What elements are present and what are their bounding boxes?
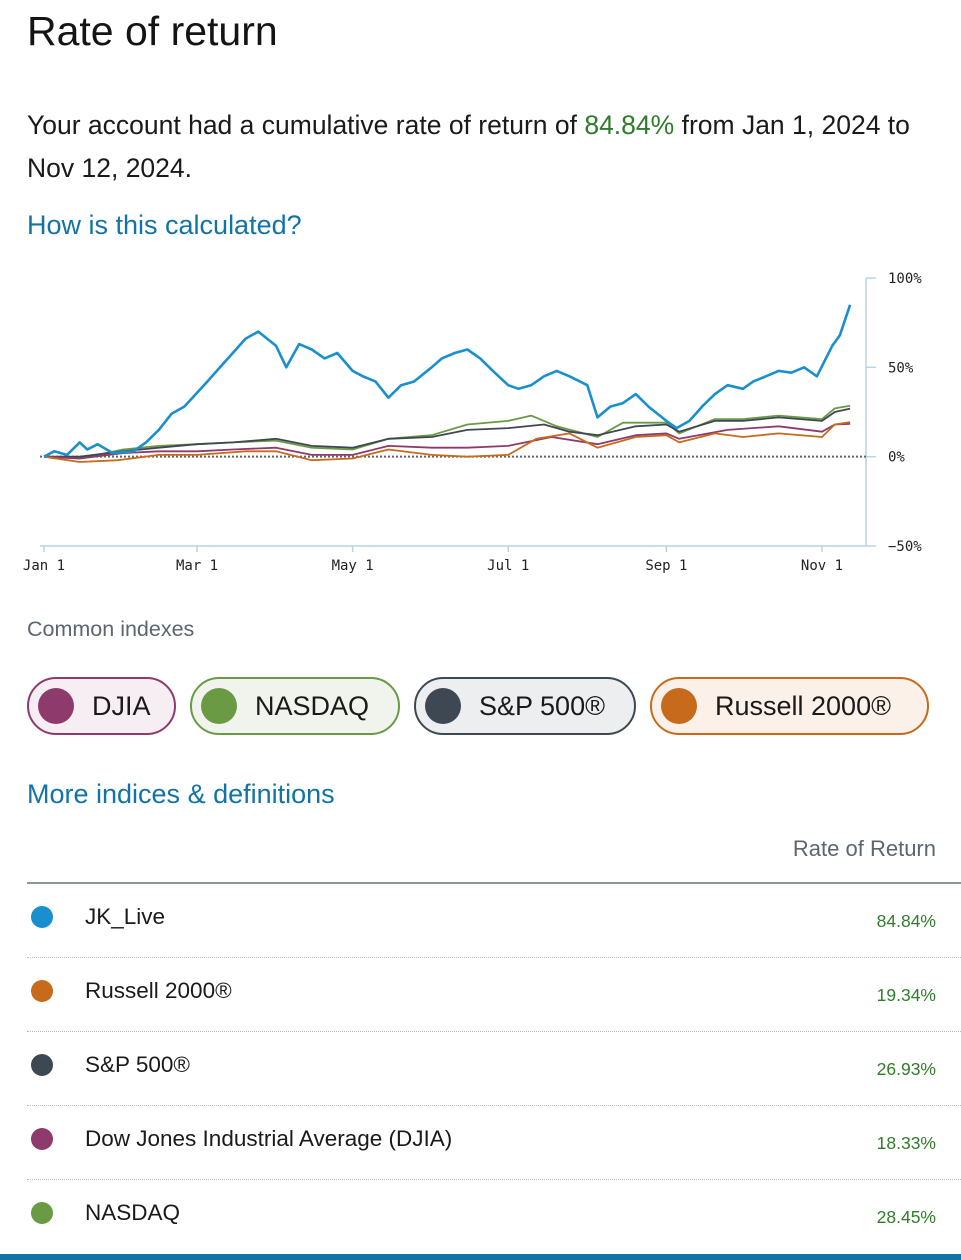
x-tick-label: Nov 1 bbox=[801, 558, 843, 574]
row-divider bbox=[27, 957, 961, 958]
row-divider bbox=[27, 1031, 961, 1032]
summary-return-pct: 84.84% bbox=[584, 110, 675, 140]
series-line-russell-2000- bbox=[43, 421, 851, 463]
nasdaq-swatch bbox=[201, 688, 237, 724]
series-swatch bbox=[31, 1202, 53, 1224]
series-line-dow-jones-industrial-average-djia- bbox=[43, 423, 851, 460]
series-swatch bbox=[31, 1128, 53, 1150]
table-header-divider bbox=[27, 882, 961, 884]
table-row: JK_Live 84.84% bbox=[27, 884, 961, 958]
nasdaq-toggle[interactable]: NASDAQ bbox=[190, 677, 400, 735]
series-return: 84.84% bbox=[876, 911, 936, 931]
return-summary: Your account had a cumulative rate of re… bbox=[27, 104, 927, 190]
russell-toggle[interactable]: Russell 2000® bbox=[650, 677, 929, 735]
x-tick-label: Mar 1 bbox=[176, 558, 218, 574]
how-calculated-link[interactable]: How is this calculated? bbox=[27, 210, 302, 240]
x-tick-label: May 1 bbox=[332, 558, 374, 574]
series-swatch bbox=[31, 1054, 53, 1076]
series-swatch bbox=[31, 980, 53, 1002]
table-row: Dow Jones Industrial Average (DJIA) 18.3… bbox=[27, 1106, 961, 1180]
table-row: NASDAQ 28.45% bbox=[27, 1180, 961, 1254]
x-tick-label: Jan 1 bbox=[23, 558, 65, 574]
table-row: S&P 500® 26.93% bbox=[27, 1032, 961, 1106]
summary-prefix: Your account had a cumulative rate of re… bbox=[27, 110, 585, 140]
page-title: Rate of return bbox=[27, 8, 278, 54]
chart-axes bbox=[40, 277, 876, 552]
x-tick-label: Sep 1 bbox=[645, 558, 687, 574]
djia-toggle-label: DJIA bbox=[92, 690, 151, 721]
series-name: Dow Jones Industrial Average (DJIA) bbox=[85, 1126, 453, 1151]
row-divider bbox=[27, 1179, 961, 1180]
x-tick-label: Jul 1 bbox=[487, 558, 529, 574]
series-name: NASDAQ bbox=[85, 1200, 181, 1225]
djia-swatch bbox=[38, 688, 74, 724]
rate-of-return-header: Rate of Return bbox=[792, 836, 936, 861]
series-return: 19.34% bbox=[876, 985, 936, 1005]
series-line-s-p-500- bbox=[44, 407, 851, 458]
series-return: 26.93% bbox=[876, 1059, 936, 1079]
y-tick-label: −50% bbox=[888, 539, 922, 555]
series-return: 28.45% bbox=[876, 1207, 936, 1227]
sp500-toggle[interactable]: S&P 500® bbox=[414, 677, 636, 735]
chart-series bbox=[43, 304, 852, 463]
y-tick-label: 50% bbox=[888, 360, 914, 376]
series-name: S&P 500® bbox=[85, 1052, 190, 1077]
nasdaq-toggle-label: NASDAQ bbox=[255, 690, 370, 721]
sp500-swatch bbox=[425, 688, 461, 724]
y-tick-label: 100% bbox=[888, 271, 922, 287]
series-name: Russell 2000® bbox=[85, 978, 232, 1003]
chart-tick-labels: Jan 1 Mar 1 May 1 Jul 1 Sep 1 Nov 1 100% 50% 0% −… bbox=[23, 271, 922, 574]
russell-swatch bbox=[661, 688, 697, 724]
series-swatch bbox=[31, 906, 53, 928]
djia-toggle[interactable]: DJIA bbox=[27, 677, 176, 735]
sp500-toggle-label: S&P 500® bbox=[479, 690, 605, 721]
summary-suffix: from Jan 1, 2024 to Nov 12, 2024. bbox=[27, 110, 910, 183]
rate-of-return-chart: Jan 1 Mar 1 May 1 Jul 1 Sep 1 Nov 1 100% 50% 0% −… bbox=[23, 271, 922, 574]
series-return: 18.33% bbox=[876, 1133, 936, 1153]
table-row: Russell 2000® 19.34% bbox=[27, 958, 961, 1032]
bottom-accent-bar bbox=[0, 1254, 961, 1260]
russell-toggle-label: Russell 2000® bbox=[715, 690, 891, 721]
series-line-jk-live bbox=[43, 304, 852, 458]
y-tick-label: 0% bbox=[888, 450, 905, 466]
common-indexes-label: Common indexes bbox=[27, 617, 195, 641]
row-divider bbox=[27, 1105, 961, 1106]
more-indices-link[interactable]: More indices & definitions bbox=[27, 779, 335, 809]
series-name: JK_Live bbox=[85, 904, 166, 929]
